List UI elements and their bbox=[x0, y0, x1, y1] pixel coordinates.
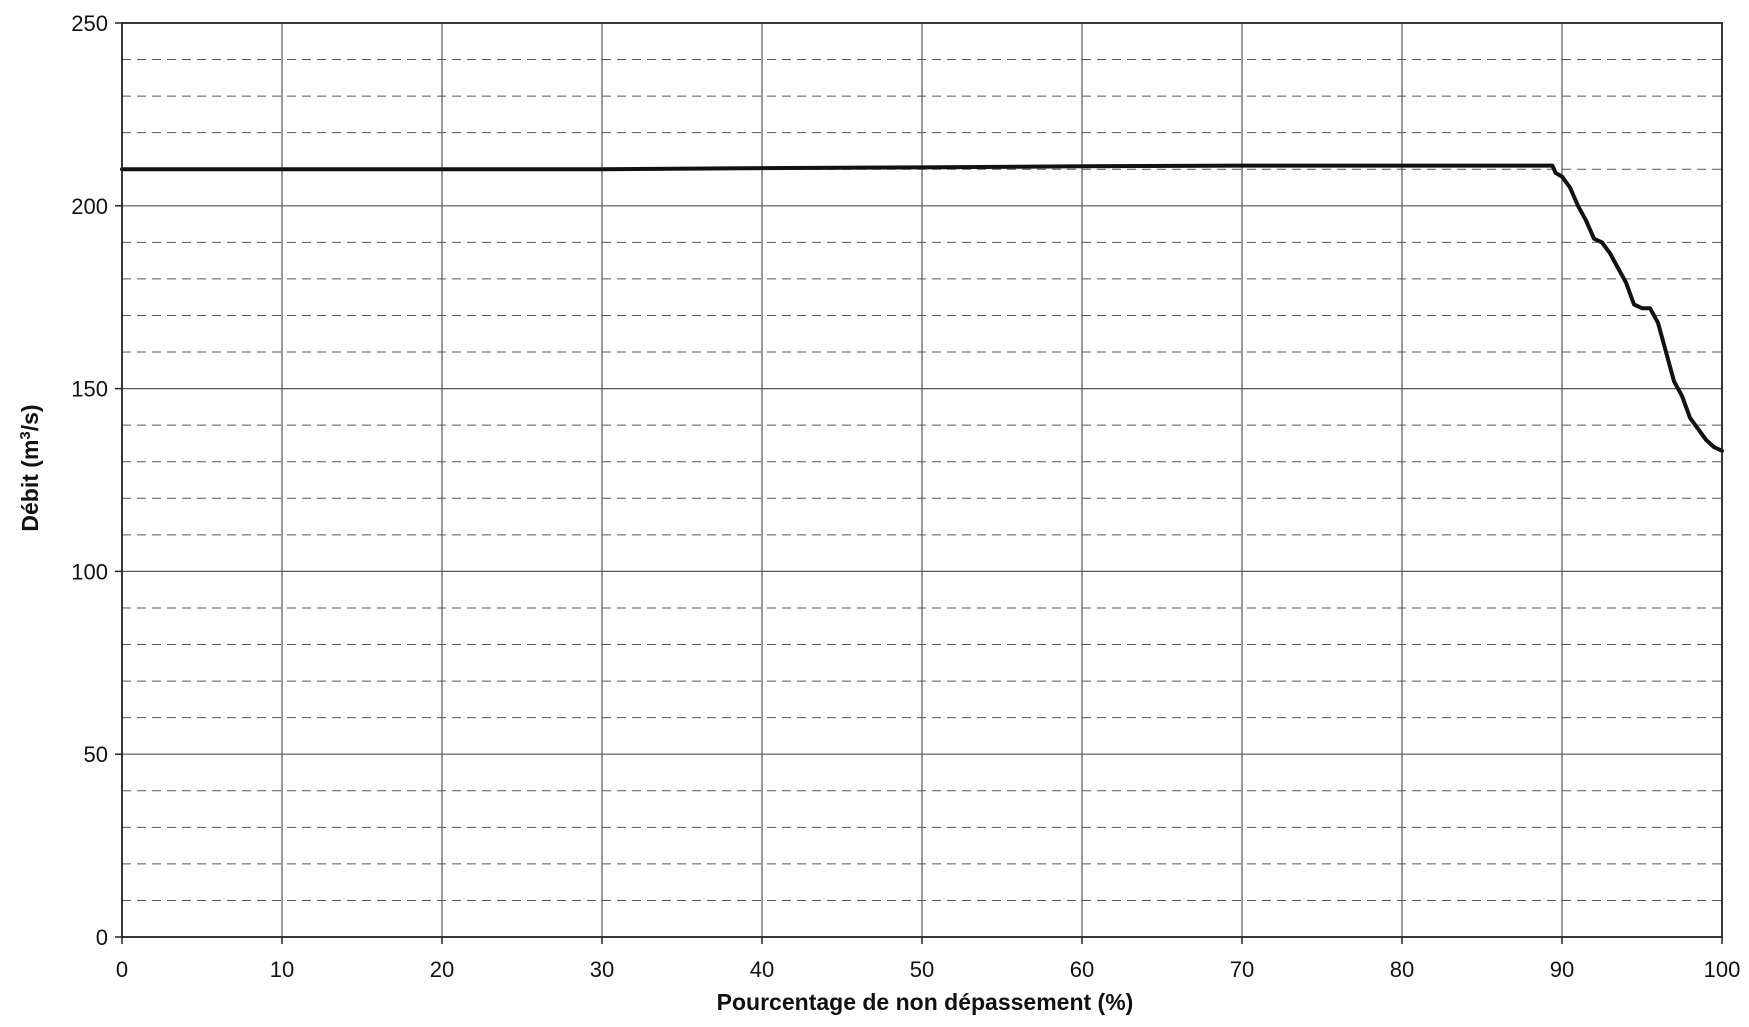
x-axis-title: Pourcentage de non dépassement (%) bbox=[717, 989, 1134, 1015]
x-tick-label: 100 bbox=[1704, 957, 1741, 982]
x-tick-label: 0 bbox=[116, 957, 128, 982]
y-axis-title: Débit (m3/s) bbox=[17, 404, 44, 531]
x-tick-label: 10 bbox=[270, 957, 294, 982]
x-tick-label: 90 bbox=[1550, 957, 1574, 982]
y-tick-label: 250 bbox=[71, 11, 108, 36]
y-tick-label: 100 bbox=[71, 559, 108, 584]
y-tick-label: 50 bbox=[84, 742, 108, 767]
x-tick-label: 50 bbox=[910, 957, 934, 982]
x-tick-label: 70 bbox=[1230, 957, 1254, 982]
y-axis-title-main: Débit (m bbox=[17, 440, 43, 532]
x-tick-label: 20 bbox=[430, 957, 454, 982]
series-layer bbox=[120, 163, 1724, 453]
x-tick-label: 80 bbox=[1390, 957, 1414, 982]
x-tick-label: 60 bbox=[1070, 957, 1094, 982]
tick-labels: 0 10 20 30 40 50 60 70 80 90 100 0 50 100 150 200 250 bbox=[71, 11, 1740, 982]
x-tick-label: 40 bbox=[750, 957, 774, 982]
x-tick-label: 30 bbox=[590, 957, 614, 982]
y-tick-label: 200 bbox=[71, 194, 108, 219]
series-line bbox=[120, 163, 1724, 453]
y-tick-label: 0 bbox=[96, 925, 108, 950]
y-axis-title-superscript: 3 bbox=[17, 431, 34, 439]
y-axis-title-end: /s) bbox=[17, 404, 43, 431]
y-tick-label: 150 bbox=[71, 377, 108, 402]
